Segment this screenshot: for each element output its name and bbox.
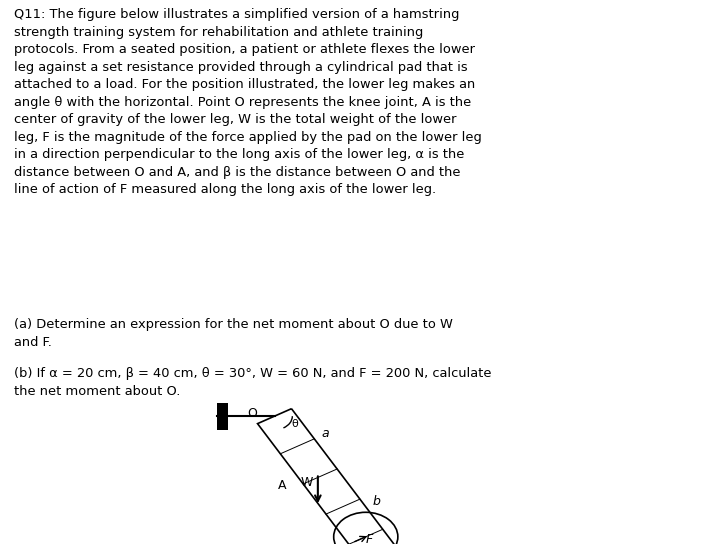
- Text: θ: θ: [291, 419, 298, 429]
- Text: (b) If α = 20 cm, β = 40 cm, θ = 30°, W = 60 N, and F = 200 N, calculate
the net: (b) If α = 20 cm, β = 40 cm, θ = 30°, W …: [14, 367, 492, 398]
- Text: O: O: [247, 407, 257, 420]
- Text: b: b: [373, 495, 381, 508]
- Text: Q11: The figure below illustrates a simplified version of a hamstring
strength t: Q11: The figure below illustrates a simp…: [14, 8, 482, 196]
- Bar: [217, 403, 228, 430]
- Text: W: W: [301, 476, 313, 489]
- Text: F: F: [366, 533, 373, 544]
- Text: a: a: [322, 428, 329, 441]
- Text: A: A: [277, 479, 286, 492]
- Text: (a) Determine an expression for the net moment about O due to W
and F.: (a) Determine an expression for the net …: [14, 318, 453, 349]
